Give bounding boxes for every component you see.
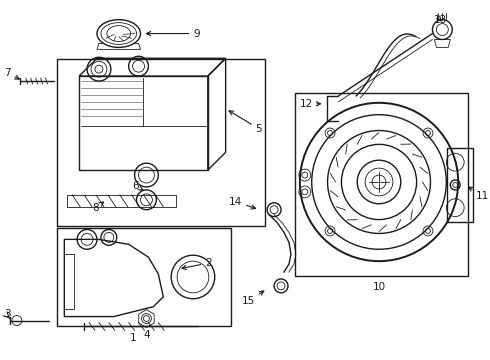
Text: 9: 9 <box>147 28 199 39</box>
Text: 5: 5 <box>229 111 262 134</box>
Bar <box>295 93 468 276</box>
Text: 10: 10 <box>372 282 386 292</box>
Text: 15: 15 <box>242 291 264 306</box>
Text: 12: 12 <box>299 99 320 109</box>
Text: 1: 1 <box>130 333 137 343</box>
Text: 13: 13 <box>434 15 447 25</box>
Ellipse shape <box>97 20 141 48</box>
Text: 2: 2 <box>182 258 212 270</box>
Bar <box>57 59 265 225</box>
Text: 3: 3 <box>4 309 11 319</box>
Text: 8: 8 <box>92 202 103 213</box>
Text: 11: 11 <box>468 187 489 201</box>
Bar <box>57 228 231 327</box>
Text: 4: 4 <box>143 330 150 340</box>
Text: 7: 7 <box>4 68 19 79</box>
Text: 6: 6 <box>132 181 143 191</box>
Text: 14: 14 <box>229 197 255 209</box>
